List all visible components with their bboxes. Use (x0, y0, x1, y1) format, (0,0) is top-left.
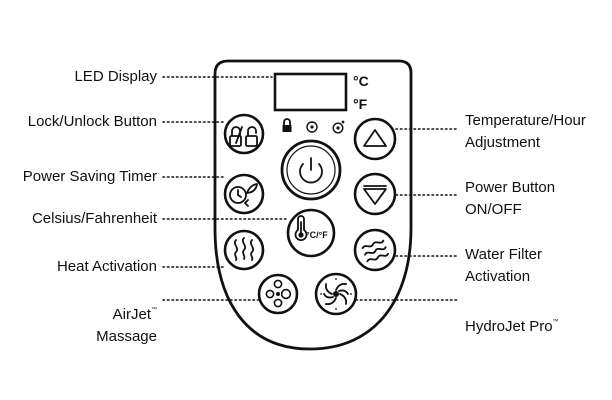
label-water-filter: Water Filter Activation (465, 244, 542, 288)
hydrojet-swirl-icon (320, 278, 352, 310)
triangle-down-icon (363, 185, 387, 205)
bubbles-status-icon (332, 120, 345, 134)
label-power-button-line1: Power Button (465, 179, 556, 196)
label-airjet-line2: Massage (96, 328, 157, 345)
label-water-filter-line1: Water Filter (465, 246, 542, 263)
heat-activation-button[interactable] (223, 229, 265, 271)
label-temperature-hour-line2: Adjustment (465, 134, 541, 151)
label-heat-activation: Heat Activation (56, 258, 157, 275)
airjet-massage-button[interactable] (257, 273, 299, 315)
airjet-bubbles-icon (265, 279, 292, 308)
lock-unlock-button[interactable] (223, 113, 265, 155)
leader-lines (162, 76, 459, 301)
unit-celsius-label: °C (353, 73, 369, 89)
unit-fahrenheit-label: °F (353, 96, 368, 112)
label-celsius-fahrenheit: Celsius/Fahrenheit (31, 210, 157, 227)
lock-unlock-icon (229, 126, 258, 147)
label-power-saving-timer: Power Saving Timer (22, 168, 157, 185)
label-hydrojet-pro: HydroJet Pro™ (465, 311, 559, 338)
power-saving-timer-button[interactable] (223, 173, 265, 215)
timer-leaf-icon (229, 183, 258, 207)
label-hydrojet-tm: ™ (552, 319, 559, 325)
thermometer-icon (294, 215, 308, 241)
label-led-display: LED Display (74, 68, 157, 85)
label-temperature-hour: Temperature/Hour Adjustment (465, 110, 586, 154)
label-airjet-massage: AirJet™ Massage (96, 299, 157, 348)
celsius-fahrenheit-button[interactable] (286, 208, 336, 258)
temperature-down-button[interactable] (353, 172, 397, 216)
power-button[interactable] (280, 139, 342, 201)
label-airjet-line1: AirJet (112, 306, 151, 323)
water-filter-button[interactable] (353, 228, 397, 272)
heat-waves-icon (233, 237, 255, 261)
label-power-button: Power Button ON/OFF (465, 177, 555, 221)
water-waves-icon (361, 239, 389, 263)
led-display-screen (273, 72, 348, 112)
label-water-filter-line2: Activation (465, 268, 531, 285)
label-power-button-line2: ON/OFF (465, 201, 522, 218)
triangle-up-icon (363, 129, 387, 147)
label-lock-unlock: Lock/Unlock Button (27, 113, 157, 130)
hydrojet-pro-button[interactable] (314, 272, 358, 316)
label-airjet-tm: ™ (151, 307, 157, 313)
label-temperature-hour-line1: Temperature/Hour (465, 112, 586, 129)
lock-status-icon (282, 118, 292, 132)
label-hydrojet-text: HydroJet Pro (465, 318, 553, 335)
temperature-up-button[interactable] (353, 117, 397, 161)
timer-status-icon (306, 121, 318, 133)
cf-button-text: °C/°F (306, 230, 328, 240)
power-icon (299, 157, 323, 184)
